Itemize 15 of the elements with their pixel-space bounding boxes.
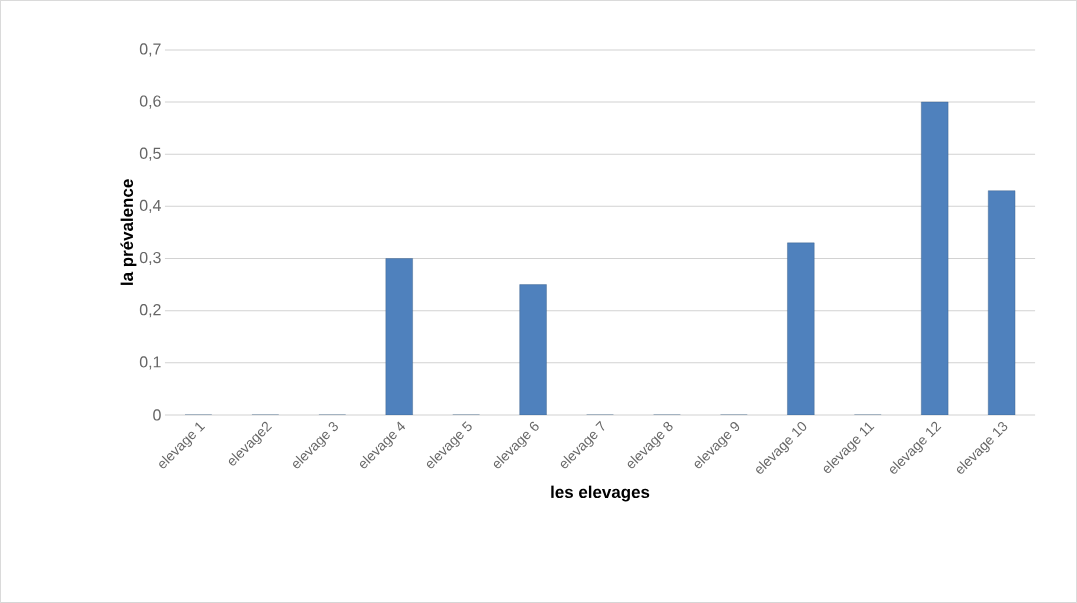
y-tick-label: 0,1 xyxy=(139,356,161,370)
y-tick-label: 0,5 xyxy=(139,147,161,161)
y-tick-label: 0,4 xyxy=(139,199,161,213)
bar xyxy=(921,101,949,416)
y-axis-title: la prévalence xyxy=(120,179,137,285)
y-tick-label: 0,2 xyxy=(139,304,161,318)
bar xyxy=(519,284,547,416)
y-tick-label: 0,7 xyxy=(139,43,161,57)
y-tick-label: 0 xyxy=(153,409,161,421)
bar xyxy=(787,242,815,416)
x-axis-title: les elevages xyxy=(551,485,650,502)
y-tick-label: 0,3 xyxy=(139,251,161,266)
bar xyxy=(385,258,413,416)
y-tick-label: 0,6 xyxy=(139,95,161,109)
bar xyxy=(988,190,1016,416)
